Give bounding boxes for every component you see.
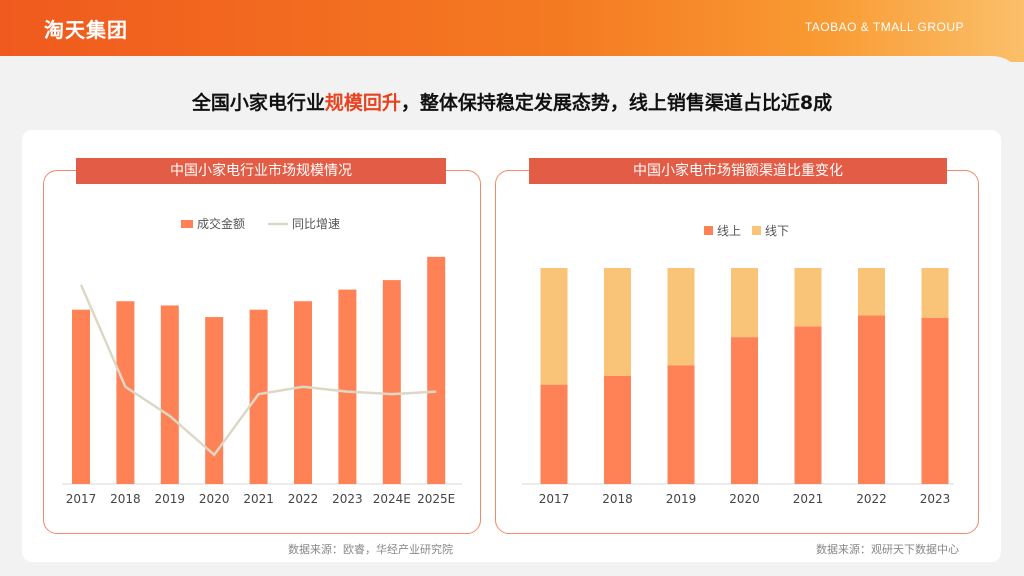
bar-amount-2024E: [382, 280, 401, 484]
bar-offline-2017: [540, 268, 568, 385]
x-tick-2024E: 2024E: [373, 492, 411, 506]
bar-amount-2017: [72, 309, 90, 484]
bar-offline-2019: [667, 268, 695, 366]
right-chart-title: 中国小家电市场销额渠道比重变化: [529, 158, 947, 184]
bar-offline-2021: [794, 268, 822, 327]
x-tick-2021: 2021: [243, 492, 274, 506]
x-tick-2022: 2022: [288, 492, 319, 506]
x-tick-2019: 2019: [155, 492, 186, 506]
legend-label-amount: 成交金额: [197, 216, 245, 231]
x-tick-2020: 2020: [729, 492, 760, 506]
bar-online-2018: [604, 376, 631, 484]
bar-amount-2023: [338, 289, 357, 484]
right-chart-panel: 线上 线下 2017 2018 2019 2020 2021 2022 2023: [495, 170, 979, 534]
bar-online-2020: [731, 337, 758, 484]
legend-label-growth: 同比增速: [292, 217, 340, 231]
brand-logo: 淘天集团: [44, 18, 128, 42]
bar-amount-2021: [249, 309, 268, 484]
channel-share-chart: 线上 线下 2017 2018 2019 2020 2021 2022 2023: [522, 224, 954, 506]
bar-offline-2020: [731, 268, 758, 338]
bar-online-2022: [858, 315, 885, 484]
legend-label-online: 线上: [717, 224, 741, 238]
left-data-source: 数据来源：欧睿，华经产业研究院: [288, 543, 453, 556]
left-chart-panel: 成交金额 同比增速 2017 2018 2019 2020 2021 2022 2023 2024…: [43, 170, 481, 534]
group-name: TAOBAO & TMALL GROUP: [804, 20, 964, 34]
bar-offline-2022: [858, 268, 885, 316]
x-tick-2023: 2023: [920, 492, 951, 506]
bar-online-2023: [921, 317, 949, 484]
bar-offline-2023: [921, 268, 949, 318]
legend-swatch-amount: [181, 220, 193, 228]
header-bar: 淘天集团 TAOBAO & TMALL GROUP: [0, 0, 1024, 62]
bar-amount-2020: [205, 317, 224, 484]
x-tick-2023: 2023: [332, 492, 363, 506]
headline-highlight: 规模回升: [324, 92, 401, 114]
bar-amount-2025E: [427, 256, 446, 484]
x-tick-2021: 2021: [793, 492, 824, 506]
bar-amount-2019: [160, 305, 179, 484]
page-headline: 全国小家电行业规模回升，整体保持稳定发展态势，线上销售渠道占比近8成: [0, 88, 1024, 115]
x-tick-2022: 2022: [856, 492, 887, 506]
content-card: 成交金额 同比增速 2017 2018 2019 2020 2021 2022 2023 2024…: [22, 130, 1001, 562]
x-tick-2018: 2018: [110, 492, 141, 506]
headline-part1: 全国小家电行业: [191, 92, 325, 114]
bar-online-2017: [540, 384, 568, 484]
x-tick-2018: 2018: [602, 492, 633, 506]
legend-swatch-online: [704, 226, 713, 235]
bar-offline-2018: [604, 268, 631, 376]
x-tick-2025E: 2025E: [417, 492, 455, 506]
headline-part2: ，整体保持稳定发展态势，线上销售渠道占比近8成: [400, 92, 833, 114]
bar-amount-2018: [116, 301, 135, 484]
bar-amount-2022: [294, 301, 312, 484]
bar-online-2019: [667, 365, 695, 484]
legend-swatch-offline: [752, 226, 761, 235]
x-tick-2019: 2019: [666, 492, 697, 506]
right-data-source: 数据来源：观研天下数据中心: [816, 543, 959, 556]
legend-label-offline: 线下: [765, 224, 789, 238]
x-tick-2017: 2017: [539, 492, 570, 506]
x-tick-2020: 2020: [199, 492, 230, 506]
market-size-chart: 成交金额 同比增速 2017 2018 2019 2020 2021 2022 2023 2024…: [62, 216, 462, 506]
left-chart-title: 中国小家电行业市场规模情况: [76, 158, 446, 184]
bar-online-2021: [794, 326, 822, 484]
x-tick-2017: 2017: [66, 492, 97, 506]
